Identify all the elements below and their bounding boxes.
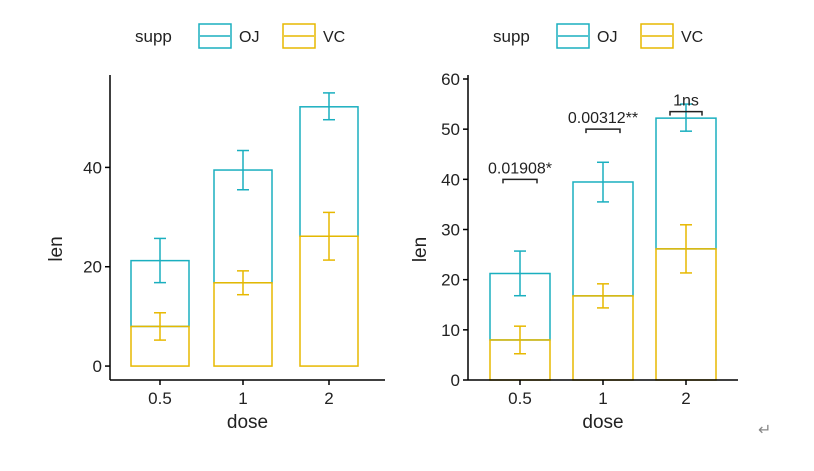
bar-group-0.5 bbox=[489, 250, 551, 381]
x-axis-title: dose bbox=[227, 412, 268, 433]
annotation-bracket bbox=[669, 110, 703, 116]
legend-key-vc bbox=[640, 23, 674, 49]
y-tick-label-20: 20 bbox=[83, 258, 102, 277]
legend-title: supp bbox=[135, 27, 172, 46]
errorbar-oj-1 bbox=[597, 161, 609, 203]
errorbar-oj-1 bbox=[237, 149, 249, 191]
legend: supp OJ VC bbox=[135, 23, 345, 49]
errorbar-oj-2 bbox=[323, 92, 335, 121]
annotation-0.5: 0.01908* bbox=[488, 160, 552, 184]
x-tick-label-2: 2 bbox=[681, 389, 690, 408]
y-tick-label-60: 60 bbox=[441, 70, 460, 89]
legend-label-vc: VC bbox=[323, 29, 345, 46]
annotation-label: 0.00312** bbox=[568, 110, 638, 127]
annotation-label: 0.01908* bbox=[488, 160, 552, 177]
y-tick-label-10: 10 bbox=[441, 321, 460, 340]
annotation-1: 0.00312** bbox=[568, 110, 638, 134]
legend-label-vc: VC bbox=[681, 29, 703, 46]
errorbar-oj-2 bbox=[680, 103, 692, 132]
y-axis-title: len bbox=[410, 237, 431, 262]
annotation-bracket bbox=[502, 178, 538, 184]
errorbar-vc-2 bbox=[680, 224, 692, 274]
annotation-bracket bbox=[585, 128, 621, 134]
x-tick-label-1: 1 bbox=[598, 389, 607, 408]
annotation-2: 1ns bbox=[669, 93, 703, 116]
x-tick-label-1: 1 bbox=[238, 389, 247, 408]
y-tick-label-20: 20 bbox=[441, 271, 460, 290]
legend-label-oj: OJ bbox=[597, 29, 617, 46]
legend-label-oj: OJ bbox=[239, 29, 259, 46]
errorbar-vc-1 bbox=[597, 283, 609, 309]
legend-key-oj bbox=[198, 23, 232, 49]
x-tick-label-0.5: 0.5 bbox=[508, 389, 532, 408]
errorbar-vc-1 bbox=[237, 270, 249, 296]
legend-title: supp bbox=[493, 27, 530, 46]
legend-key-vc bbox=[282, 23, 316, 49]
x-axis-title: dose bbox=[582, 412, 623, 433]
y-tick-label-0: 0 bbox=[93, 357, 102, 376]
errorbar-oj-0.5 bbox=[154, 237, 166, 284]
bar-group-1 bbox=[213, 149, 273, 367]
y-tick-label-50: 50 bbox=[441, 120, 460, 139]
x-tick-label-2: 2 bbox=[324, 389, 333, 408]
bar-group-2 bbox=[299, 92, 359, 367]
bar-group-2 bbox=[655, 103, 717, 381]
y-tick-label-40: 40 bbox=[83, 158, 102, 177]
errorbar-oj-0.5 bbox=[514, 250, 526, 297]
legend: supp OJ VC bbox=[493, 23, 703, 49]
legend-key-oj bbox=[556, 23, 590, 49]
y-tick-label-40: 40 bbox=[441, 170, 460, 189]
errorbar-vc-0.5 bbox=[514, 325, 526, 355]
panel-1: supp OJ VC 0 20 40 0.5 1 2 dose len bbox=[46, 23, 385, 433]
bar-group-1 bbox=[572, 161, 634, 381]
y-tick-label-0: 0 bbox=[451, 371, 460, 390]
y-axis-title: len bbox=[46, 236, 67, 261]
errorbar-vc-0.5 bbox=[154, 312, 166, 341]
x-tick-label-0.5: 0.5 bbox=[148, 389, 172, 408]
y-tick-label-30: 30 bbox=[441, 221, 460, 240]
errorbar-vc-2 bbox=[323, 211, 335, 261]
annotation-label: 1ns bbox=[673, 93, 699, 110]
panel-2: supp OJ VC 0 10 20 30 40 50 60 0.5 1 2 dose len 0.01908… bbox=[410, 23, 738, 433]
return-symbol: ↵ bbox=[758, 422, 772, 439]
bar-group-0.5 bbox=[130, 237, 190, 367]
